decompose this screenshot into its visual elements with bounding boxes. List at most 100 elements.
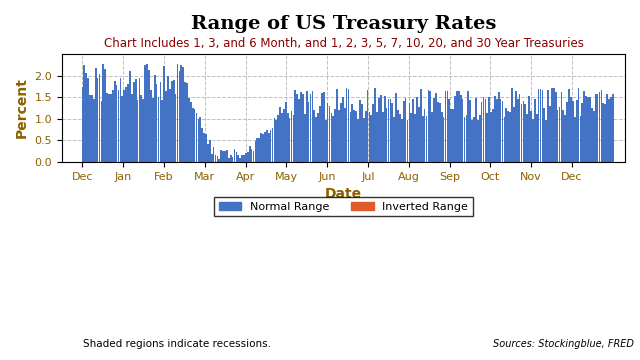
Bar (110, 94, 112, 162)
Bar (344, 108, 346, 162)
Bar (220, 150, 222, 162)
Bar (124, 90, 125, 162)
Bar (561, 92, 563, 162)
Text: Sources: Stockingblue, FRED: Sources: Stockingblue, FRED (493, 339, 634, 349)
Bar (157, 97, 159, 162)
Bar (580, 116, 581, 162)
Bar (314, 110, 315, 162)
Bar (610, 97, 612, 162)
Bar (498, 92, 500, 162)
Bar (394, 117, 395, 162)
Bar (589, 97, 591, 162)
Bar (336, 89, 338, 162)
Bar (392, 103, 393, 162)
Bar (604, 104, 606, 162)
Bar (612, 94, 614, 162)
Bar (300, 91, 302, 162)
Bar (410, 113, 412, 162)
Bar (471, 120, 473, 162)
Bar (396, 93, 397, 162)
Bar (465, 115, 467, 162)
Bar (331, 113, 332, 162)
Bar (509, 112, 511, 162)
Bar (142, 99, 144, 162)
Bar (406, 120, 408, 162)
Bar (521, 104, 522, 162)
Bar (566, 102, 568, 162)
Bar (463, 117, 465, 162)
Bar (93, 99, 95, 162)
Bar (578, 87, 579, 162)
Bar (386, 108, 387, 162)
Bar (469, 100, 471, 162)
Bar (129, 71, 131, 162)
Bar (139, 78, 140, 162)
Bar (321, 93, 323, 162)
Bar (477, 120, 479, 162)
Bar (234, 149, 236, 162)
Bar (582, 103, 583, 162)
Bar (205, 134, 207, 162)
Bar (416, 98, 418, 162)
Bar (204, 133, 205, 162)
Bar (454, 96, 456, 162)
Bar (403, 101, 404, 162)
Bar (431, 112, 433, 162)
Bar (281, 113, 283, 162)
Bar (323, 92, 324, 162)
Bar (349, 112, 351, 162)
Bar (492, 109, 494, 162)
Bar (576, 100, 577, 162)
Bar (564, 114, 566, 162)
Bar (445, 91, 446, 162)
Bar (216, 157, 218, 162)
Bar (530, 111, 532, 162)
Bar (277, 115, 279, 162)
Bar (81, 87, 83, 162)
Bar (532, 120, 534, 162)
Bar (308, 103, 310, 162)
Bar (500, 99, 502, 162)
Bar (435, 93, 437, 162)
Bar (243, 155, 245, 162)
Bar (141, 95, 142, 162)
Bar (148, 70, 150, 162)
Bar (171, 81, 173, 162)
Bar (173, 80, 175, 162)
Bar (506, 108, 507, 162)
Bar (372, 104, 374, 162)
Bar (198, 119, 199, 162)
Bar (551, 89, 553, 162)
Bar (83, 64, 85, 162)
Bar (180, 65, 182, 162)
Bar (346, 88, 348, 162)
Bar (260, 133, 262, 162)
Bar (587, 97, 589, 162)
Bar (102, 64, 104, 162)
Bar (376, 112, 378, 162)
Bar (325, 120, 326, 162)
Bar (441, 112, 442, 162)
Bar (540, 89, 541, 162)
Bar (156, 85, 157, 162)
Bar (196, 113, 197, 162)
Bar (310, 94, 312, 162)
Bar (298, 99, 300, 162)
Bar (357, 119, 359, 162)
Bar (342, 97, 344, 162)
Bar (236, 152, 237, 162)
Bar (257, 138, 258, 162)
Bar (289, 118, 291, 162)
Bar (595, 94, 596, 162)
Bar (361, 104, 363, 162)
Bar (275, 120, 277, 162)
Bar (449, 99, 450, 162)
Bar (108, 94, 110, 162)
Bar (494, 96, 496, 162)
Bar (513, 107, 515, 162)
Bar (451, 109, 452, 162)
Bar (563, 110, 564, 162)
Bar (452, 109, 454, 162)
X-axis label: Date: Date (325, 187, 362, 201)
Bar (536, 114, 538, 162)
